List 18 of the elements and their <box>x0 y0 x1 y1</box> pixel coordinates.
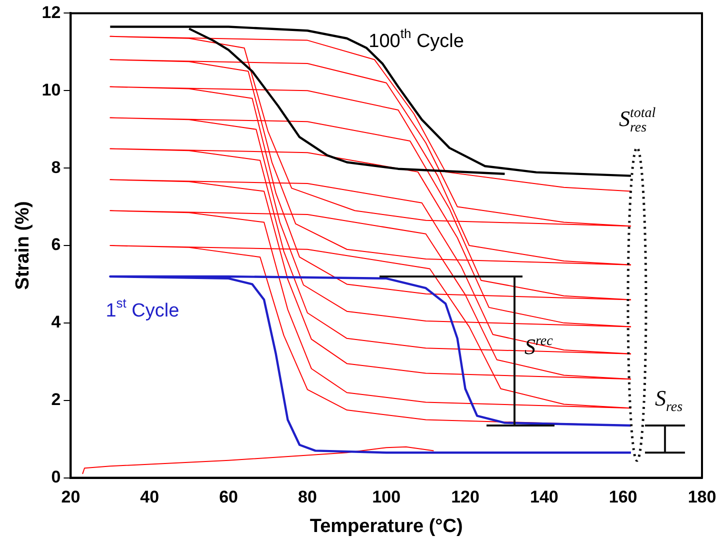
y-axis-title: Strain (%) <box>12 201 34 290</box>
x-tick-label: 60 <box>219 488 238 507</box>
y-tick-label: 0 <box>51 467 61 486</box>
x-tick-label: 140 <box>530 488 558 507</box>
x-tick-label: 180 <box>688 488 716 507</box>
x-axis-title: Temperature (°C) <box>310 516 463 537</box>
y-tick-label: 4 <box>51 312 62 332</box>
x-tick-label: 80 <box>298 488 317 507</box>
x-tick-label: 120 <box>451 488 480 507</box>
y-tick-label: 6 <box>51 235 61 254</box>
y-tick-label: 10 <box>42 80 61 100</box>
x-tick-label: 20 <box>61 488 80 507</box>
x-tick-label: 100 <box>372 488 401 507</box>
y-tick-label: 2 <box>51 390 61 410</box>
y-tick-label: 12 <box>42 2 61 22</box>
x-tick-label: 160 <box>608 488 638 507</box>
x-tick-label: 40 <box>140 488 160 507</box>
y-tick-label: 8 <box>51 158 61 177</box>
